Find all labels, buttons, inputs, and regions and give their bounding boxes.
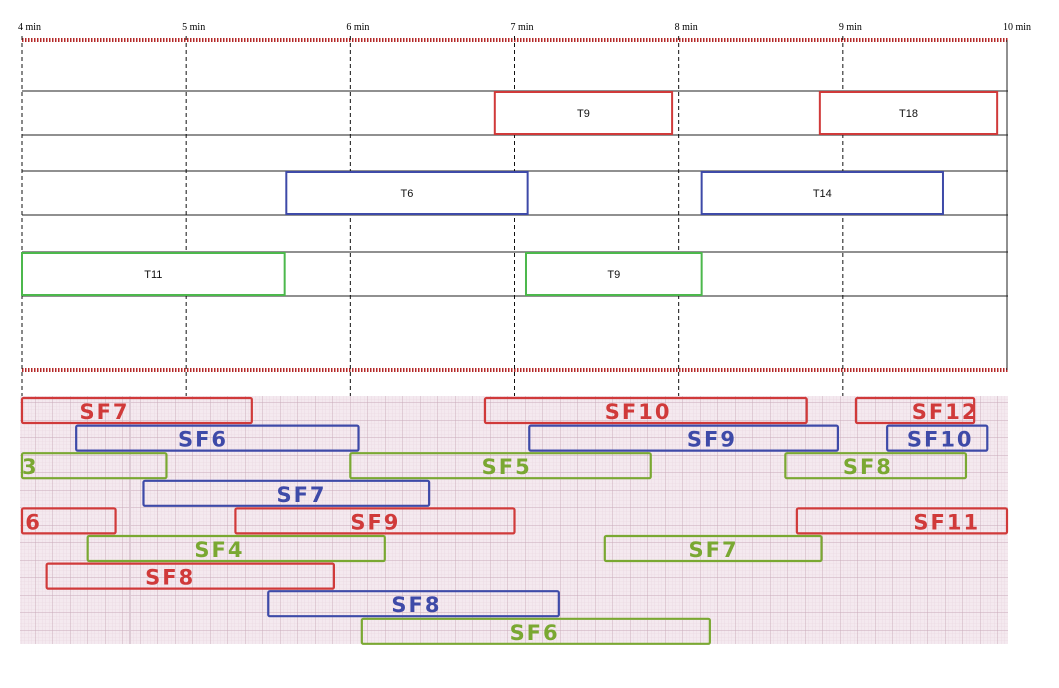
task-bar: T9 [493,91,674,135]
handwritten-bar: SF7 [142,479,431,507]
handwritten-bar-rect [349,452,652,480]
handwritten-bar: SF9 [528,424,840,452]
task-bar-rect [524,252,703,296]
sketch-panel: SF7 SF10 SF12 SF6 SF9 SF10 3 SF5 SF8 SF7 6 SF9 SF11 S… [20,396,1009,645]
handwritten-label: SF6 [178,428,228,452]
handwritten-bar: SF7 [20,396,253,425]
tick-label: 7 min [511,22,534,33]
tick-label: 5 min [182,22,205,33]
handwritten-bar: SF8 [267,590,560,618]
handwritten-label: SF9 [687,428,737,452]
handwritten-label: SF8 [843,455,893,479]
handwritten-bar: SF12 [854,396,979,425]
handwritten-bar: SF6 [360,617,711,645]
task-label: T6 [401,188,414,200]
paper-seam [129,396,131,644]
task-bar-rect [818,91,999,135]
handwritten-bar-rect [603,534,823,563]
handwritten-label: SF11 [913,510,980,534]
handwritten-bar-rect [20,507,117,535]
handwritten-label: 3 [22,455,39,479]
tick-label: 8 min [675,22,698,33]
handwritten-bar-rect [142,479,431,507]
tick-label: 9 min [839,22,862,33]
handwritten-bar: 6 [20,507,117,535]
handwritten-label: SF4 [194,538,244,562]
handwritten-bar: SF10 [886,424,989,452]
task-bar: T11 [21,252,286,296]
handwritten-label: SF9 [350,510,400,534]
handwritten-bars: SF7 SF10 SF12 SF6 SF9 SF10 3 SF5 SF8 SF7 6 SF9 SF11 S… [20,396,1009,645]
tick-label: 10 min [1003,22,1031,33]
task-label: T9 [607,269,620,281]
handwritten-label: SF8 [391,593,441,617]
task-bar: T9 [524,252,703,296]
handwritten-bar-rect [483,396,808,425]
handwritten-bar-rect [784,452,968,480]
task-bar-rect [285,171,529,215]
tick-label: 6 min [346,22,369,33]
task-label: T11 [144,269,162,281]
handwritten-label: SF6 [510,621,560,645]
handwritten-bar: SF4 [86,534,386,563]
handwritten-label: SF10 [907,428,974,452]
handwritten-bar-rect [854,396,976,425]
handwritten-bar-rect [360,617,711,645]
handwritten-bar: SF5 [349,452,652,480]
handwritten-bar: SF11 [795,507,1009,535]
handwritten-bar: SF10 [483,396,808,425]
handwritten-label: SF12 [912,400,979,424]
tick-label: 4 min [18,22,41,33]
handwritten-bar-rect [86,534,386,563]
handwritten-bar-rect [20,396,253,425]
grid-dashed-lines [21,36,844,398]
task-bar: T6 [285,171,529,215]
task-bar: T18 [818,91,999,135]
handwritten-bar: SF8 [784,452,968,480]
handwritten-bar: SF7 [603,534,823,563]
task-bar-rect [21,252,286,296]
handwritten-label: SF10 [605,400,672,424]
handwritten-bar-rect [234,507,516,535]
handwritten-bar-rect [795,507,1009,535]
task-bar-rect [493,91,674,135]
task-label: T9 [577,108,590,120]
handwritten-label: 6 [25,510,42,534]
handwritten-bar-rect [20,452,168,480]
handwritten-bar: SF9 [234,507,516,535]
handwritten-bar: SF8 [45,562,336,590]
handwritten-label: SF7 [79,400,129,424]
handwritten-bar-rect [528,424,840,452]
task-label: T14 [813,188,832,200]
handwritten-bar-rect [267,590,560,618]
tick-labels: 4 min 5 min 6 min 7 min 8 min 9 min 10 min [18,22,1031,33]
handwritten-bar: SF6 [75,424,360,452]
task-bars: T9 T18 T6 T14 T11 T9 [21,91,999,296]
handwritten-bar-rect [45,562,336,590]
handwritten-label: SF8 [145,566,195,590]
handwritten-bar-rect [886,424,989,452]
task-label: T18 [899,108,918,120]
handwritten-bar-rect [75,424,360,452]
task-bar: T14 [700,171,944,215]
handwritten-label: SF7 [689,538,739,562]
handwritten-label: SF5 [482,455,532,479]
task-bar-rect [700,171,944,215]
handwritten-label: SF7 [276,483,326,507]
handwritten-bar: 3 [20,452,168,480]
